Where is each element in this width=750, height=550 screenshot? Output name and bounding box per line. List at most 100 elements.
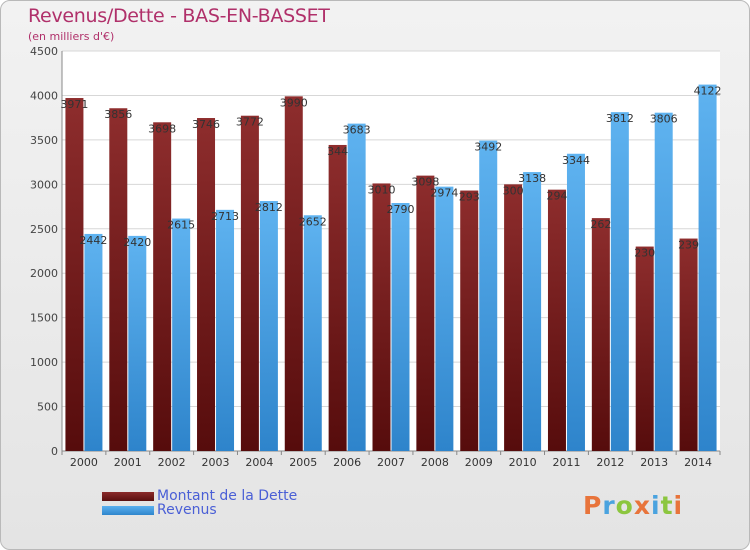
logo-letter: t bbox=[660, 491, 674, 520]
data-label-dette: 300 bbox=[503, 184, 524, 197]
x-tick-label: 2009 bbox=[465, 456, 493, 469]
data-label-dette: 3856 bbox=[104, 108, 132, 121]
data-label-revenus: 3683 bbox=[343, 124, 371, 137]
bar-revenus bbox=[128, 235, 147, 451]
data-label-revenus: 2713 bbox=[211, 210, 239, 223]
data-label-dette: 3010 bbox=[368, 183, 396, 196]
data-label-dette: 3971 bbox=[60, 98, 88, 111]
y-tick-label: 4000 bbox=[30, 89, 58, 102]
x-tick-label: 2014 bbox=[684, 456, 712, 469]
data-label-revenus: 3812 bbox=[606, 112, 634, 125]
bar-revenus bbox=[391, 203, 410, 451]
legend-item-dette: Montant de la Dette bbox=[102, 488, 298, 504]
plot-area bbox=[62, 51, 720, 451]
y-tick-label: 4500 bbox=[30, 45, 58, 58]
logo-letter: r bbox=[602, 491, 616, 520]
x-tick-label: 2000 bbox=[70, 456, 98, 469]
bar-dette bbox=[240, 115, 259, 451]
data-label-revenus: 4122 bbox=[694, 85, 722, 98]
data-label-dette: 3098 bbox=[411, 176, 439, 189]
data-label-dette: 239 bbox=[678, 239, 699, 252]
chart-subtitle: (en milliers d'€) bbox=[28, 30, 115, 43]
bar-dette bbox=[679, 238, 698, 451]
legend-swatch-revenus bbox=[102, 505, 154, 515]
bar-revenus bbox=[479, 140, 498, 451]
bar-revenus bbox=[435, 186, 454, 451]
bar-revenus bbox=[566, 153, 585, 451]
y-tick-label: 500 bbox=[37, 401, 58, 414]
logo-letter: i bbox=[651, 491, 661, 520]
data-label-revenus: 2420 bbox=[123, 236, 151, 249]
data-label-revenus: 3138 bbox=[518, 172, 546, 185]
data-label-dette: 3990 bbox=[280, 96, 308, 109]
data-label-dette: 230 bbox=[634, 247, 655, 260]
x-tick-label: 2010 bbox=[509, 456, 537, 469]
data-label-dette: 294 bbox=[546, 190, 567, 203]
y-tick-label: 2000 bbox=[30, 267, 58, 280]
data-label-dette: 3772 bbox=[236, 116, 264, 129]
bar-revenus bbox=[84, 233, 103, 451]
bar-dette bbox=[65, 98, 84, 452]
x-tick-label: 2012 bbox=[596, 456, 624, 469]
bar-dette bbox=[547, 189, 566, 451]
logo-letter: P bbox=[583, 491, 603, 520]
y-tick-label: 0 bbox=[51, 445, 58, 458]
bar-revenus bbox=[303, 215, 322, 451]
bar-revenus bbox=[523, 172, 542, 452]
x-tick-label: 2004 bbox=[245, 456, 273, 469]
bar-revenus bbox=[259, 201, 278, 451]
x-tick-label: 2005 bbox=[289, 456, 317, 469]
legend-swatch-dette bbox=[102, 491, 154, 501]
bar-dette bbox=[504, 184, 523, 452]
data-label-revenus: 2615 bbox=[167, 219, 195, 232]
data-label-dette: 262 bbox=[590, 218, 611, 231]
x-tick-label: 2002 bbox=[158, 456, 186, 469]
bar-dette bbox=[635, 246, 654, 451]
x-tick-label: 2007 bbox=[377, 456, 405, 469]
data-label-dette: 3746 bbox=[192, 118, 220, 131]
data-label-revenus: 2442 bbox=[79, 234, 107, 247]
legend-item-revenus: Revenus bbox=[102, 502, 217, 518]
bar-revenus bbox=[172, 218, 191, 451]
data-label-revenus: 2812 bbox=[255, 201, 283, 214]
bar-revenus bbox=[347, 123, 366, 451]
y-tick-label: 3000 bbox=[30, 178, 58, 191]
chart-title: Revenus/Dette - BAS-EN-BASSET bbox=[28, 5, 330, 27]
x-tick-label: 2011 bbox=[552, 456, 580, 469]
y-tick-label: 2500 bbox=[30, 223, 58, 236]
legend-label-dette: Montant de la Dette bbox=[157, 488, 298, 504]
data-label-dette: 3698 bbox=[148, 122, 176, 135]
logo-letter: o bbox=[615, 491, 634, 520]
data-label-revenus: 2652 bbox=[299, 215, 327, 228]
data-label-revenus: 3806 bbox=[650, 113, 678, 126]
bar-dette bbox=[416, 175, 435, 451]
data-label-dette: 344 bbox=[327, 145, 348, 158]
y-tick-label: 1000 bbox=[30, 356, 58, 369]
bar-dette bbox=[328, 144, 347, 451]
bar-dette bbox=[109, 108, 128, 451]
logo-letter: x bbox=[633, 491, 651, 520]
x-tick-label: 2013 bbox=[640, 456, 668, 469]
bar-revenus bbox=[610, 112, 629, 452]
data-label-revenus: 2974 bbox=[430, 187, 458, 200]
data-label-dette: 293 bbox=[459, 191, 480, 204]
bar-dette bbox=[284, 96, 303, 451]
data-label-revenus: 2790 bbox=[387, 203, 415, 216]
y-tick-label: 1500 bbox=[30, 312, 58, 325]
bar-revenus bbox=[698, 84, 717, 451]
x-tick-label: 2003 bbox=[202, 456, 230, 469]
logo-letter: i bbox=[673, 491, 684, 520]
bar-dette bbox=[372, 183, 391, 451]
proxiti-logo: Proxiti bbox=[583, 491, 683, 520]
data-label-revenus: 3492 bbox=[474, 141, 502, 154]
bar-dette bbox=[153, 122, 172, 452]
bar-revenus bbox=[654, 112, 673, 451]
data-label-revenus: 3344 bbox=[562, 154, 590, 167]
x-tick-label: 2008 bbox=[421, 456, 449, 469]
y-tick-label: 3500 bbox=[30, 134, 58, 147]
x-tick-label: 2001 bbox=[114, 456, 142, 469]
bar-revenus bbox=[216, 209, 235, 451]
bar-dette bbox=[591, 218, 610, 451]
